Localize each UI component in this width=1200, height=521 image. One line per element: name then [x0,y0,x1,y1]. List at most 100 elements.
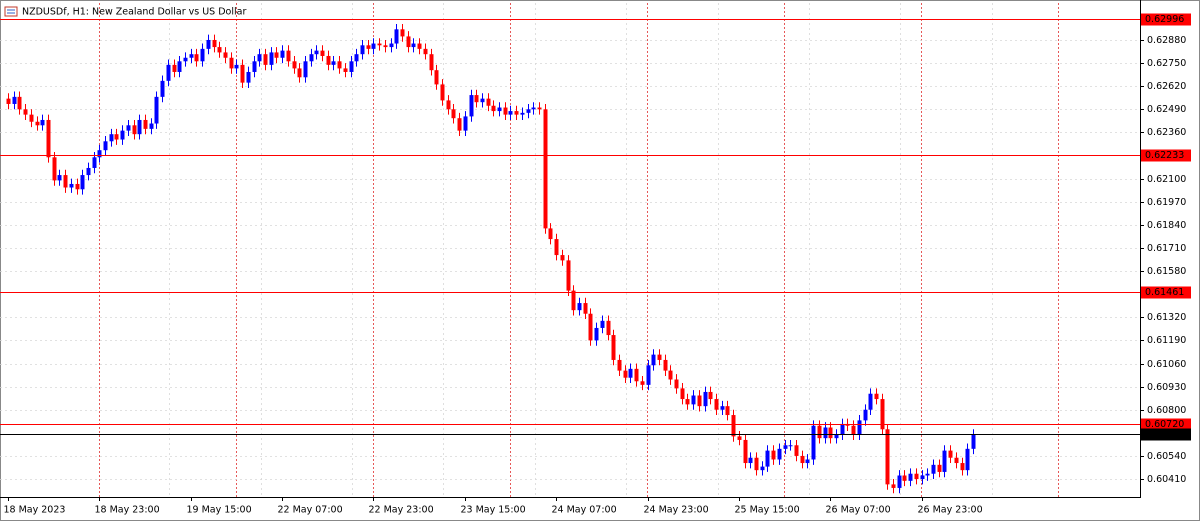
candle-body [777,448,782,460]
candle-body [868,393,873,410]
candle-body [526,109,531,113]
candle-body [651,354,656,366]
candle-body [229,57,234,69]
candle-body [446,100,451,110]
candle-body [6,98,11,104]
candle-body [708,391,713,400]
candle-body [451,109,456,119]
candle-body [880,399,885,430]
candle-body [691,395,696,405]
candle-body [120,130,125,140]
candle-body [297,68,302,78]
candle-body [343,68,348,72]
x-tick-label: 18 May 2023 [4,505,66,516]
candle-body [57,175,62,181]
candle-body [874,393,879,400]
candle-body [960,463,965,471]
candle-body [817,425,822,439]
candle-body [160,80,165,97]
candle-body [371,43,376,49]
candle-body [154,96,159,124]
candle-body [463,116,468,131]
level-label: 0.60720 [1145,419,1184,430]
candle-body [480,98,485,103]
candle-body [925,473,930,476]
candle-body [623,370,628,378]
candle-body [172,64,177,72]
candle-body [177,61,182,72]
candle-body [566,260,571,291]
candle-body [29,114,34,122]
candle-body [731,415,736,437]
candle-body [514,111,519,115]
candle-body [754,457,759,471]
x-tick-label: 24 May 23:00 [644,505,709,516]
candle-body [583,303,588,314]
candle-body [331,61,336,65]
candle-body [206,39,211,49]
candle-body [354,54,359,62]
candle-body [309,54,314,62]
candle-body [954,457,959,464]
candle-body [640,381,645,385]
candle-body [23,109,28,115]
candle-body [166,64,171,81]
candle-body [914,473,919,480]
x-tick-label: 26 May 23:00 [918,505,983,516]
candle-body [92,157,97,168]
candle-body [303,61,308,78]
candle-body [571,290,576,311]
candle-body [823,427,828,439]
level-label: 0.62996 [1145,14,1184,25]
candle-body [840,423,845,435]
x-tick-label: 24 May 07:00 [552,505,617,516]
candle-body [600,320,605,328]
candle-body [543,109,548,229]
candle-body [137,119,142,135]
x-tick-label: 23 May 15:00 [461,505,526,516]
candle-body [851,425,856,435]
candle-body [508,111,513,115]
candle-body [611,335,616,360]
candle-body [126,125,131,131]
candle-body [40,119,45,126]
candle-body [680,388,685,400]
candle-body [537,107,542,110]
candle-body [908,473,913,481]
y-tick-label: 0.60930 [1147,382,1186,393]
candle-body [223,52,228,58]
candle-body [486,98,491,106]
candle-body [292,61,297,69]
candle-body [35,121,40,126]
candle-body [725,406,730,416]
candle-body [349,61,354,72]
candle-body [411,43,416,48]
candle-body [714,399,719,410]
candle-body [109,134,114,142]
x-tick-label: 26 May 07:00 [826,505,891,516]
candle-body [811,425,816,460]
candle-body [337,61,342,69]
candle-body [668,370,673,380]
candle-body [269,52,274,65]
candle-body [800,455,805,464]
candle-body [902,475,907,481]
candle-body [263,54,268,65]
candle-body [617,359,622,371]
level-label-box [1141,286,1191,299]
candle-body [743,439,748,464]
y-tick-label: 0.60540 [1147,451,1186,462]
symbol-icon [4,6,18,17]
candle-body [857,420,862,435]
candle-body [383,45,388,48]
candle-body [217,47,222,53]
candle-body [406,36,411,48]
candle-body [240,64,245,83]
candle-body [548,228,553,240]
candle-body [97,150,102,158]
candle-body [286,50,291,62]
y-tick-label: 0.61580 [1147,266,1186,277]
candle-body [132,125,137,135]
candle-body [469,95,474,117]
